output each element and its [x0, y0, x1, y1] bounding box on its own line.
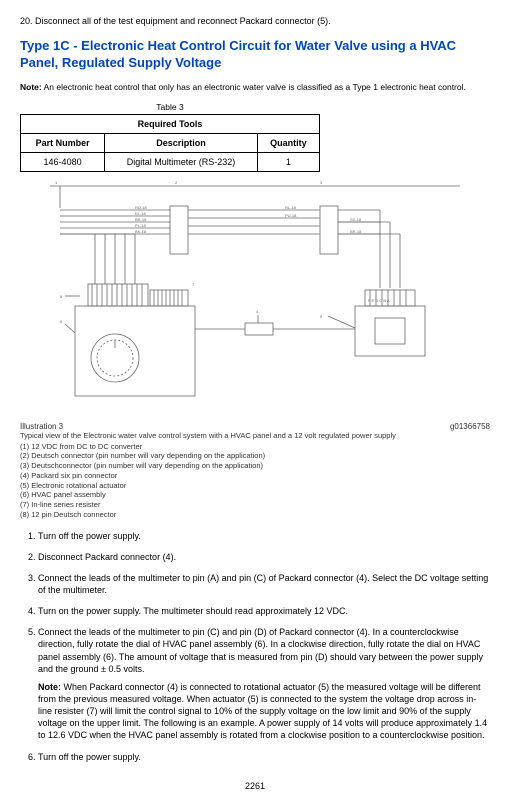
svg-text:BK-18: BK-18 — [135, 229, 147, 234]
svg-text:EL-18: EL-18 — [135, 211, 146, 216]
svg-text:7: 7 — [192, 282, 195, 287]
procedure-steps: Turn off the power supply. Disconnect Pa… — [20, 530, 490, 763]
svg-text:8: 8 — [60, 294, 63, 299]
illustration-code: g01366758 — [450, 422, 490, 431]
page-number: 2261 — [20, 781, 490, 791]
section-title: Type 1C - Electronic Heat Control Circui… — [20, 38, 490, 72]
step-5-text: Connect the leads of the multimeter to p… — [38, 627, 483, 673]
cell-description: Digital Multimeter (RS-232) — [105, 152, 258, 171]
legend-item: (5) Electronic rotational actuator — [20, 481, 490, 491]
col-partnumber: Part Number — [21, 133, 105, 152]
svg-text:RD-18: RD-18 — [135, 205, 147, 210]
svg-text:RL-18: RL-18 — [285, 205, 297, 210]
svg-text:5: 5 — [320, 314, 323, 319]
note-label: Note: — [20, 82, 42, 92]
col-description: Description — [105, 133, 258, 152]
svg-text:BR-18: BR-18 — [350, 229, 362, 234]
step-4: Turn on the power supply. The multimeter… — [38, 605, 490, 617]
svg-text:6: 6 — [60, 319, 63, 324]
svg-text:PL-18: PL-18 — [135, 223, 146, 228]
step-5-note-text: When Packard connector (4) is connected … — [38, 682, 487, 741]
table-header: Required Tools — [21, 114, 320, 133]
intro-note: Note: An electronic heat control that on… — [20, 82, 490, 92]
legend-item: (3) Deutschconnector (pin number will va… — [20, 461, 490, 471]
step-1: Turn off the power supply. — [38, 530, 490, 542]
cell-partnumber: 146-4080 — [21, 152, 105, 171]
legend-item: (4) Packard six pin connector — [20, 471, 490, 481]
step-6: Turn off the power supply. — [38, 751, 490, 763]
svg-text:1: 1 — [55, 180, 58, 185]
svg-text:SX-18: SX-18 — [350, 217, 362, 222]
svg-text:F E D C B A: F E D C B A — [368, 298, 390, 303]
svg-text:2: 2 — [175, 180, 178, 185]
wiring-diagram: 1 2 3 F — [20, 178, 490, 418]
step-5-note: Note: When Packard connector (4) is conn… — [38, 681, 490, 742]
col-quantity: Quantity — [257, 133, 319, 152]
svg-text:PU-18: PU-18 — [285, 213, 297, 218]
note-label: Note: — [38, 682, 61, 692]
svg-text:4: 4 — [256, 309, 259, 314]
required-tools-table: Required Tools Part Number Description Q… — [20, 114, 320, 172]
legend-item: (1) 12 VDC from DC to DC converter — [20, 442, 490, 452]
illustration-label: Illustration 3 — [20, 422, 63, 431]
legend-item: (8) 12 pin Deutsch connector — [20, 510, 490, 520]
legend-item: (6) HVAC panel assembly — [20, 490, 490, 500]
note-text: An electronic heat control that only has… — [42, 82, 466, 92]
illustration-row: Illustration 3 g01366758 — [20, 422, 490, 431]
svg-text:BR-18: BR-18 — [135, 217, 147, 222]
step-2: Disconnect Packard connector (4). — [38, 551, 490, 563]
legend-item: (2) Deutsch connector (pin number will v… — [20, 451, 490, 461]
step-3: Connect the leads of the multimeter to p… — [38, 572, 490, 596]
illustration-caption: Typical view of the Electronic water val… — [20, 431, 490, 441]
step-5: Connect the leads of the multimeter to p… — [38, 626, 490, 741]
svg-text:3: 3 — [320, 180, 323, 185]
table-label: Table 3 — [20, 102, 320, 112]
legend-item: (7) In-line series resister — [20, 500, 490, 510]
cell-quantity: 1 — [257, 152, 319, 171]
required-tools-table-wrap: Table 3 Required Tools Part Number Descr… — [20, 102, 490, 172]
step-20: 20. Disconnect all of the test equipment… — [20, 16, 490, 26]
illustration-legend: (1) 12 VDC from DC to DC converter (2) D… — [20, 442, 490, 520]
